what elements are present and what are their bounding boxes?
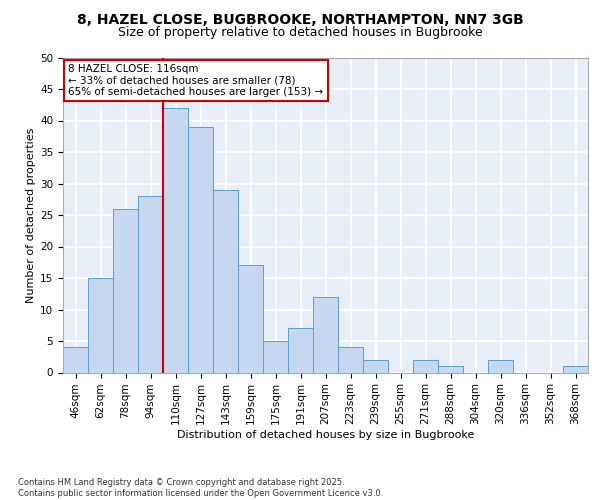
Bar [438, 366, 463, 372]
Bar [363, 360, 388, 372]
Bar [238, 266, 263, 372]
Bar [138, 196, 163, 372]
Text: Size of property relative to detached houses in Bugbrooke: Size of property relative to detached ho… [118, 26, 482, 39]
Bar [313, 297, 338, 372]
Text: Contains HM Land Registry data © Crown copyright and database right 2025.
Contai: Contains HM Land Registry data © Crown c… [18, 478, 383, 498]
Bar [488, 360, 513, 372]
Y-axis label: Number of detached properties: Number of detached properties [26, 128, 36, 302]
Text: 8, HAZEL CLOSE, BUGBROOKE, NORTHAMPTON, NN7 3GB: 8, HAZEL CLOSE, BUGBROOKE, NORTHAMPTON, … [77, 12, 523, 26]
X-axis label: Distribution of detached houses by size in Bugbrooke: Distribution of detached houses by size … [177, 430, 474, 440]
Bar [63, 348, 88, 372]
Text: 8 HAZEL CLOSE: 116sqm
← 33% of detached houses are smaller (78)
65% of semi-deta: 8 HAZEL CLOSE: 116sqm ← 33% of detached … [68, 64, 323, 97]
Bar [113, 208, 138, 372]
Bar [288, 328, 313, 372]
Bar [413, 360, 438, 372]
Bar [88, 278, 113, 372]
Bar [163, 108, 188, 372]
Bar [563, 366, 588, 372]
Bar [188, 127, 213, 372]
Bar [213, 190, 238, 372]
Bar [263, 341, 288, 372]
Bar [338, 348, 363, 372]
